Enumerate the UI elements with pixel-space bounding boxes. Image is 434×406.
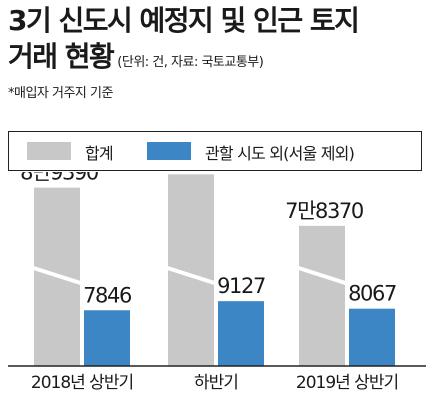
bar-total-2	[299, 225, 345, 366]
data-label-total-0: 8만9390	[20, 172, 98, 185]
unit-note: (단위: 건, 자료: 국토교통부)	[117, 55, 264, 70]
category-label-1: 하반기	[194, 373, 238, 393]
chart-title-text: 거래 현황	[8, 40, 115, 73]
data-label-outside-2: 8067	[348, 282, 396, 306]
chart-title: 3기 신도시 예정지 및 인근 토지	[8, 4, 360, 37]
legend-label-outside: 관할 시도 외(서울 제외)	[205, 144, 355, 163]
bar-outside-0	[84, 310, 130, 366]
data-label-total-2: 7만8370	[285, 199, 363, 223]
bar-outside-2	[349, 308, 395, 366]
axis-break-2	[296, 265, 348, 286]
axis-break-0	[31, 265, 83, 286]
legend: 합계 관할 시도 외(서울 제외)	[8, 131, 422, 171]
bar-outside-1	[218, 301, 264, 366]
legend-label-total: 합계	[85, 144, 114, 163]
basis-note: *매입자 거주지 기준	[8, 86, 113, 101]
data-label-outside-1: 9127	[217, 274, 265, 298]
axis-break-1	[165, 265, 217, 286]
category-label-0: 2018년 상반기	[31, 373, 133, 393]
data-label-outside-0: 7846	[83, 283, 132, 307]
category-label-2: 2019년 상반기	[296, 373, 398, 393]
legend-swatch-total	[27, 142, 71, 160]
legend-swatch-outside	[147, 142, 191, 160]
chart-title-line2: 거래 현황 (단위: 건, 자료: 국토교통부)	[8, 38, 264, 82]
